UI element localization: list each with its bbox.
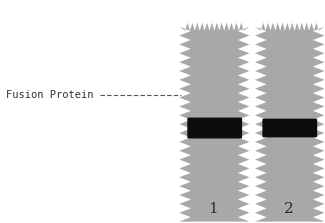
Text: Fusion Protein: Fusion Protein [6,90,94,100]
FancyBboxPatch shape [187,118,242,138]
Text: 1: 1 [209,202,218,217]
Polygon shape [179,23,250,222]
Text: 2: 2 [284,202,294,217]
Polygon shape [255,23,325,222]
FancyBboxPatch shape [262,119,317,137]
